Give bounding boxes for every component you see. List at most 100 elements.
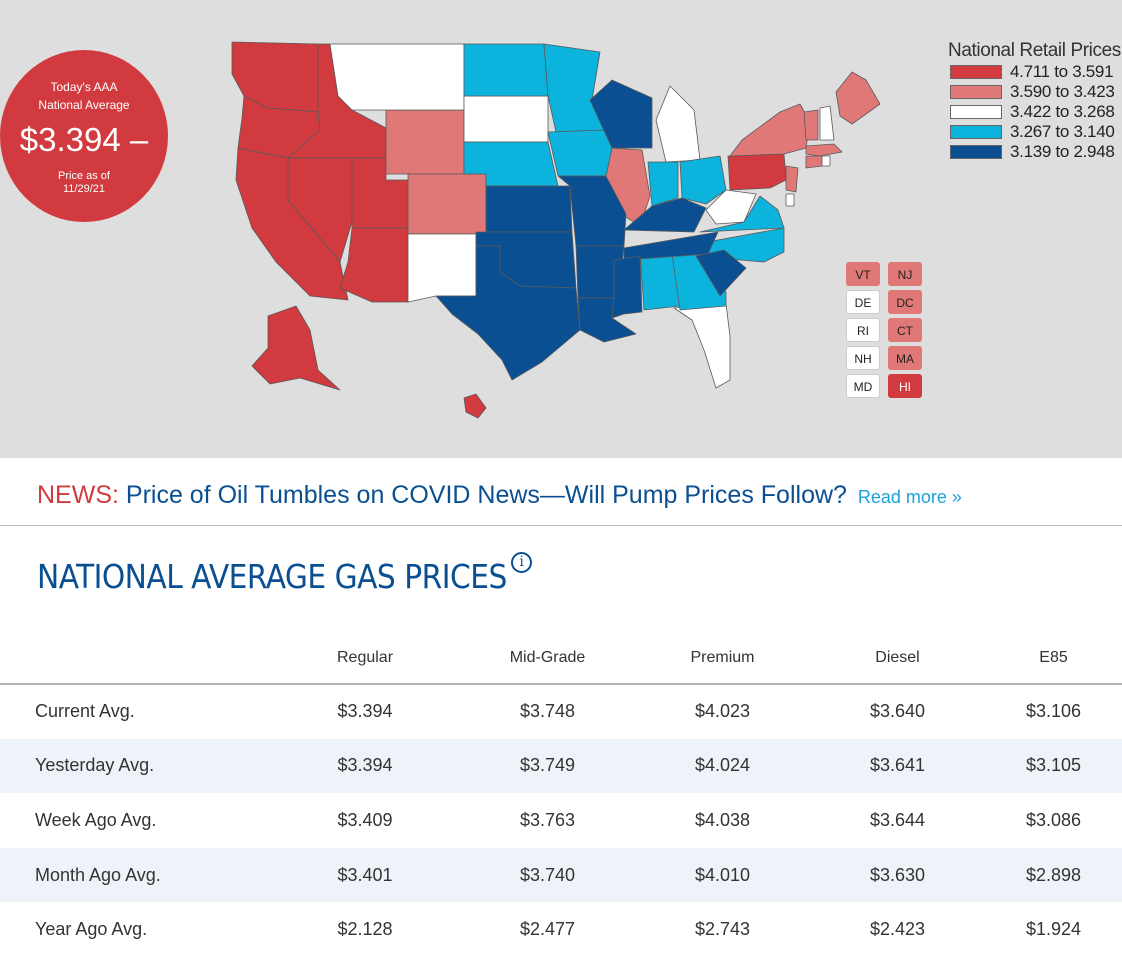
state-WY[interactable] <box>385 109 465 175</box>
price-cell: $4.024 <box>635 738 810 794</box>
state-CT[interactable] <box>805 155 823 169</box>
row-label: Yesterday Avg. <box>0 738 270 794</box>
state-MA[interactable] <box>805 143 843 157</box>
state-WI[interactable] <box>589 79 653 149</box>
table-row: Month Ago Avg. $3.401 $3.740 $4.010 $3.630 $2… <box>0 847 1122 903</box>
price-cell: $2.743 <box>694 919 751 940</box>
row-label: Month Ago Avg. <box>0 847 270 903</box>
badge-label-line2: National Average <box>38 98 130 112</box>
price-cell: $3.640 <box>869 701 926 722</box>
badge-label-line1: Today's AAA <box>50 80 118 94</box>
state-AK[interactable] <box>251 305 341 391</box>
price-cell: $3.409 <box>337 809 393 830</box>
state-IA[interactable] <box>547 129 613 177</box>
state-CO[interactable] <box>407 173 487 235</box>
price-cell: $3.740 <box>460 847 635 903</box>
state-NM[interactable] <box>407 233 477 303</box>
price-cell: $3.641 <box>810 738 985 794</box>
legend-item: 3.139 to 2.948 <box>948 142 1122 162</box>
row-label: Week Ago Avg. <box>35 809 157 830</box>
small-state-vt[interactable]: VT <box>846 262 880 286</box>
info-icon[interactable]: i <box>510 552 532 573</box>
legend-swatch <box>950 85 1002 99</box>
state-NY[interactable] <box>729 103 811 157</box>
national-average-price: $3.394 – <box>19 121 149 158</box>
price-cell: $3.401 <box>270 847 460 903</box>
us-gas-price-map <box>231 41 881 419</box>
legend-swatch <box>950 105 1002 119</box>
price-cell: $3.763 <box>519 809 576 830</box>
column-header: Regular <box>270 632 460 685</box>
state-VA[interactable] <box>699 195 785 233</box>
trend-indicator: – <box>129 121 149 158</box>
price-cell: $3.394 <box>270 738 460 794</box>
price-cell: $3.105 <box>985 738 1122 794</box>
legend-title: National Retail Prices <box>948 40 1121 61</box>
small-state-md[interactable]: MD <box>846 374 880 398</box>
small-state-dc[interactable]: DC <box>888 290 922 314</box>
price-date-label: Price as of <box>58 170 110 182</box>
legend-swatch <box>950 65 1002 79</box>
state-TX[interactable] <box>435 245 581 381</box>
legend-label: 4.711 to 3.591 <box>1010 62 1114 81</box>
news-line: NEWS: Price of Oil Tumbles on COVID News… <box>37 480 962 512</box>
state-KS[interactable] <box>485 185 573 233</box>
column-header: Diesel <box>810 632 985 685</box>
state-MI[interactable] <box>655 85 701 163</box>
map-panel: Today's AAA National Average $3.394 – Pr… <box>0 0 1122 458</box>
state-NJ[interactable] <box>785 165 799 193</box>
small-state-nh[interactable]: NH <box>846 346 880 370</box>
legend-swatch <box>950 125 1002 139</box>
state-RI[interactable] <box>821 155 831 167</box>
price-cell: $4.038 <box>694 809 751 830</box>
news-headline-link[interactable]: Price of Oil Tumbles on COVID News—Will … <box>125 481 847 509</box>
legend-item: 3.422 to 3.268 <box>948 102 1122 122</box>
state-FL[interactable] <box>673 303 731 389</box>
row-label: Year Ago Avg. <box>35 919 148 940</box>
price-cell: $3.394 <box>337 701 393 722</box>
price-cell: $4.023 <box>694 701 751 722</box>
price-cell: $2.128 <box>337 919 393 940</box>
small-state-ri[interactable]: RI <box>846 318 880 342</box>
legend-item: 3.267 to 3.140 <box>948 122 1122 142</box>
state-ND[interactable] <box>463 43 549 97</box>
state-HI[interactable] <box>463 393 487 419</box>
state-DE[interactable] <box>785 193 795 207</box>
table-row: Current Avg. $3.394 $3.748 $4.023 $3.640 $3.1… <box>0 684 1122 739</box>
column-header: E85 <box>985 632 1122 685</box>
column-header: Mid-Grade <box>460 632 635 685</box>
small-state-hi[interactable]: HI <box>888 374 922 398</box>
state-AZ[interactable] <box>339 227 409 303</box>
price-cell: $3.630 <box>810 847 985 903</box>
state-KY[interactable] <box>623 197 707 233</box>
state-MT[interactable] <box>329 43 465 111</box>
state-VT[interactable] <box>803 109 819 141</box>
news-prefix: NEWS: <box>37 481 119 509</box>
state-MN[interactable] <box>543 43 607 133</box>
state-IN[interactable] <box>647 161 679 207</box>
small-state-ct[interactable]: CT <box>888 318 922 342</box>
legend-label: 3.139 to 2.948 <box>1010 142 1115 161</box>
legend-label: 3.422 to 3.268 <box>1010 102 1115 121</box>
read-more-link[interactable]: Read more » <box>857 487 962 507</box>
state-NH[interactable] <box>819 105 835 141</box>
page-title: NATIONAL AVERAGE GAS PRICES i <box>37 552 532 600</box>
state-SD[interactable] <box>463 95 549 143</box>
state-OH[interactable] <box>679 155 727 205</box>
state-MS[interactable] <box>611 255 643 319</box>
state-PA[interactable] <box>727 153 787 191</box>
price-cell: $4.010 <box>635 847 810 903</box>
small-state-de[interactable]: DE <box>846 290 880 314</box>
small-state-ma[interactable]: MA <box>888 346 922 370</box>
state-ME[interactable] <box>835 71 881 125</box>
state-SC[interactable] <box>695 249 747 297</box>
table-row: Week Ago Avg. $3.409 $3.763 $4.038 $3.644 $3.… <box>0 793 1122 848</box>
price-cell: $3.748 <box>519 701 576 722</box>
column-header: Premium <box>635 632 810 685</box>
news-banner: NEWS: Price of Oil Tumbles on COVID News… <box>0 458 1122 526</box>
state-WV[interactable] <box>705 189 757 225</box>
state-NV[interactable] <box>287 157 353 263</box>
small-state-nj[interactable]: NJ <box>888 262 922 286</box>
price-cell: $3.086 <box>1025 809 1082 830</box>
price-cell: $2.898 <box>985 847 1122 903</box>
